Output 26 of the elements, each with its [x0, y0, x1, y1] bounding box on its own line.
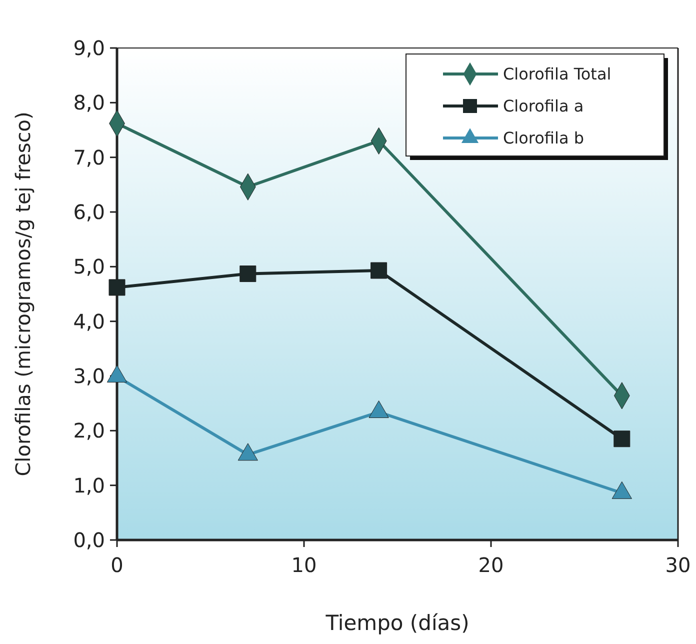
- x-tick-label: 20: [478, 553, 504, 577]
- x-tick-label: 0: [110, 553, 124, 577]
- y-tick-label: 7,0: [73, 145, 105, 170]
- legend-label: Clorofila a: [503, 96, 584, 116]
- point: [368, 400, 389, 418]
- y-tick-label: 4,0: [73, 309, 105, 334]
- y-tick-label: 0,0: [73, 528, 105, 552]
- point: [106, 364, 128, 382]
- point: [240, 266, 256, 282]
- point: [612, 481, 632, 499]
- legend-label: Clorofila Total: [503, 64, 612, 84]
- point: [370, 262, 388, 279]
- legend-label: Clorofila b: [503, 128, 584, 148]
- y-axis-title: Clorofilas (microgramos/g tej fresco): [11, 112, 35, 476]
- y-tick-label: 8,0: [73, 90, 105, 115]
- y-tick-label: 1,0: [73, 473, 105, 498]
- point: [108, 279, 126, 296]
- y-tick-label: 6,0: [73, 200, 105, 224]
- y-tick-label: 5,0: [73, 254, 105, 279]
- x-tick-label: 30: [665, 553, 691, 577]
- y-tick-label: 3,0: [73, 364, 105, 388]
- y-tick-label: 9,0: [73, 36, 105, 60]
- y-tick-label: 2,0: [73, 418, 105, 443]
- point: [238, 443, 258, 461]
- x-tick-label: 10: [291, 553, 317, 577]
- x-axis-title: Tiempo (días): [324, 611, 470, 635]
